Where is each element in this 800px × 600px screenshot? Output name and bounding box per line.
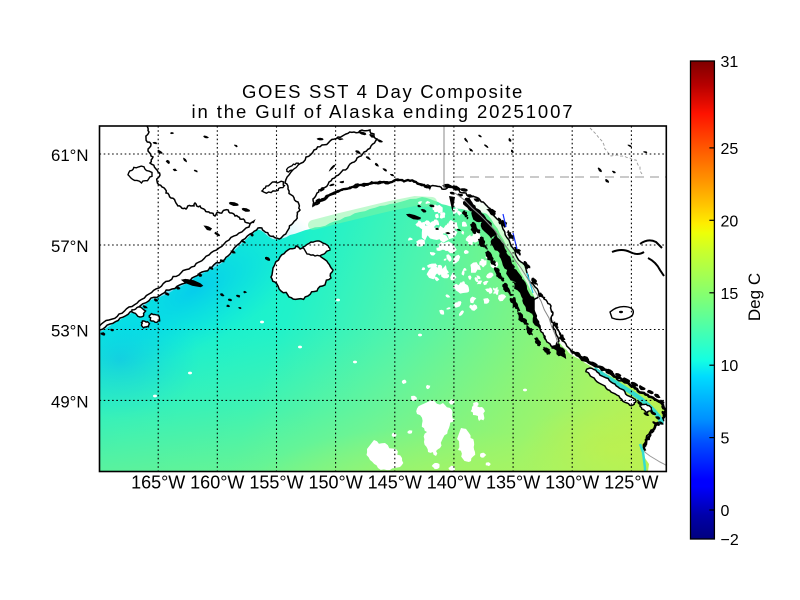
svg-text:10: 10	[721, 358, 739, 375]
svg-text:−2: −2	[721, 532, 739, 549]
svg-text:57°N: 57°N	[51, 237, 89, 256]
svg-text:GOES SST 4 Day Composite: GOES SST 4 Day Composite	[242, 81, 524, 102]
svg-text:Deg C: Deg C	[745, 273, 764, 321]
svg-text:61°N: 61°N	[51, 146, 89, 165]
svg-text:140°W: 140°W	[427, 473, 481, 493]
svg-text:53°N: 53°N	[51, 322, 89, 341]
svg-text:49°N: 49°N	[51, 392, 89, 411]
svg-text:150°W: 150°W	[308, 473, 362, 493]
svg-text:155°W: 155°W	[249, 473, 303, 493]
svg-text:130°W: 130°W	[545, 473, 599, 493]
svg-text:125°W: 125°W	[604, 473, 658, 493]
svg-text:5: 5	[721, 431, 730, 448]
svg-text:25: 25	[721, 141, 739, 158]
svg-text:160°W: 160°W	[190, 473, 244, 493]
svg-text:135°W: 135°W	[486, 473, 540, 493]
svg-text:15: 15	[721, 286, 739, 303]
svg-text:0: 0	[721, 503, 730, 520]
svg-text:145°W: 145°W	[368, 473, 422, 493]
svg-text:in the Gulf of Alaska ending 2: in the Gulf of Alaska ending 20251007	[192, 101, 575, 122]
svg-text:31: 31	[721, 54, 739, 71]
svg-text:165°W: 165°W	[131, 473, 185, 493]
svg-text:20: 20	[721, 213, 739, 230]
